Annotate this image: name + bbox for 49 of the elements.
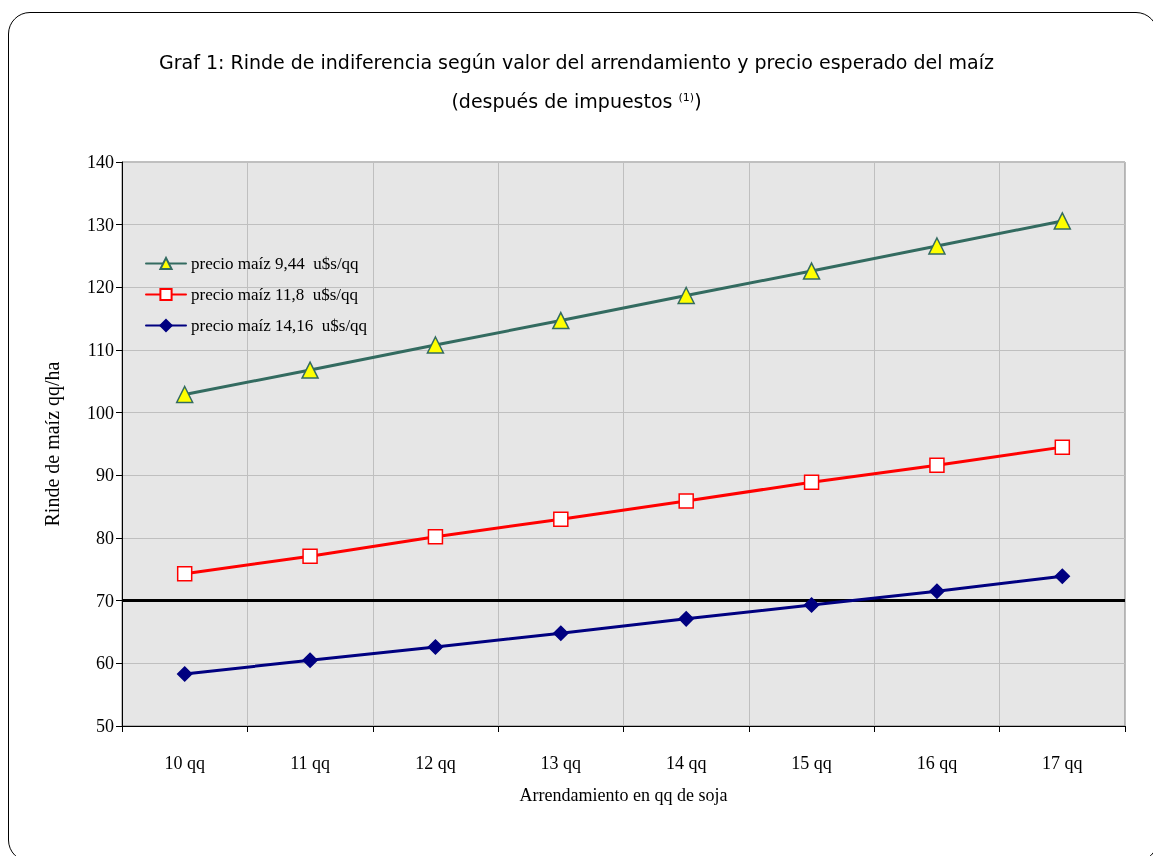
- point: [552, 311, 570, 330]
- point: [301, 361, 319, 379]
- chart-title: Graf 1: Rinde de indiferencia según valor del arrendamiento y precio esperado del maíz: [158, 50, 995, 75]
- y-tick-label: 130: [87, 214, 114, 235]
- y-tick-label: 50: [96, 716, 114, 736]
- y-tick-label: 60: [96, 653, 114, 674]
- legend-label: precio maíz 11,8 u$s/qq: [191, 285, 359, 304]
- y-tick-label: 100: [87, 402, 114, 423]
- x-tick-label: 14 qq: [665, 753, 707, 773]
- point: [302, 548, 318, 564]
- point: [929, 457, 945, 474]
- point: [929, 583, 945, 600]
- y-tick-label: 90: [96, 465, 114, 486]
- point: [427, 529, 444, 545]
- point: [677, 286, 695, 305]
- y-tick-label: 110: [87, 340, 114, 360]
- point: [427, 639, 444, 655]
- legend-label: precio maíz 14,16 u$s/qq: [191, 316, 368, 335]
- point: [302, 652, 318, 668]
- point: [426, 336, 445, 354]
- y-tick-label: 70: [96, 590, 114, 611]
- y-tick-label: 120: [87, 277, 114, 298]
- point: [553, 625, 569, 641]
- point: [678, 611, 694, 627]
- point: [802, 262, 821, 280]
- point: [1054, 439, 1071, 455]
- point: [803, 597, 820, 613]
- x-tick-label: 15 qq: [791, 753, 832, 773]
- x-axis-title: Arrendamiento en qq de soja: [519, 785, 728, 805]
- point: [803, 474, 820, 490]
- x-tick-label: 13 qq: [540, 753, 582, 773]
- point: [176, 565, 193, 582]
- x-tick-label: 11 qq: [290, 753, 330, 773]
- y-tick-label: 80: [96, 528, 114, 548]
- point: [176, 666, 193, 682]
- x-tick-label: 17 qq: [1042, 753, 1083, 773]
- point: [928, 237, 946, 255]
- y-tick-label: 140: [87, 152, 114, 172]
- chart-subtitle: (después de impuestos $^{(1)}$): [450, 89, 703, 115]
- point: [678, 493, 694, 509]
- point: [175, 385, 194, 404]
- legend-label: precio maíz 9,44 u$s/qq: [191, 254, 360, 273]
- x-tick-label: 12 qq: [415, 753, 456, 773]
- point: [1054, 568, 1071, 584]
- x-tick-label: 10 qq: [164, 753, 205, 773]
- y-axis-title: Rinde de maíz qq/ha: [41, 361, 64, 527]
- point: [553, 511, 569, 527]
- point: [1053, 212, 1072, 230]
- x-tick-label: 16 qq: [916, 753, 958, 773]
